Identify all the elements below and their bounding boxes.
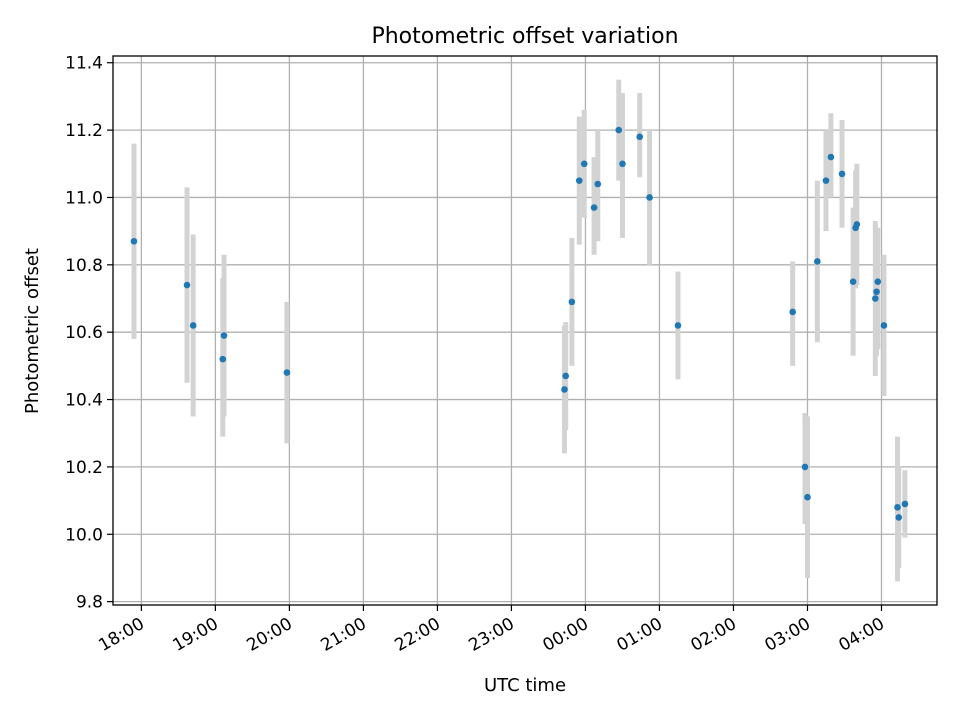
data-point <box>872 295 879 302</box>
data-point <box>590 204 598 211</box>
data-point <box>849 278 857 285</box>
data-points <box>130 126 909 521</box>
y-tick-label: 11.0 <box>65 188 103 208</box>
y-tick-label: 10.6 <box>65 323 103 343</box>
data-point <box>283 369 291 376</box>
y-tick-label: 10.0 <box>65 525 103 545</box>
data-point <box>838 170 846 178</box>
x-axis-label: UTC time <box>484 675 566 696</box>
data-point <box>814 258 821 265</box>
data-point <box>219 355 227 363</box>
data-point <box>594 180 602 188</box>
data-point <box>827 153 835 161</box>
data-point <box>183 281 191 289</box>
data-point <box>580 160 588 168</box>
data-point <box>789 308 796 316</box>
data-point <box>804 493 811 501</box>
data-point <box>874 278 882 285</box>
y-tick-label: 9.8 <box>76 593 103 613</box>
grid-lines <box>113 56 937 605</box>
data-point <box>822 177 830 184</box>
y-tick-label: 10.4 <box>65 391 103 411</box>
data-point <box>636 133 644 141</box>
data-point <box>674 322 682 329</box>
data-point <box>220 332 228 339</box>
data-point <box>130 237 138 245</box>
data-point <box>568 298 576 306</box>
y-tick-label: 10.8 <box>65 256 103 276</box>
data-point <box>853 221 861 228</box>
data-point <box>873 288 880 296</box>
y-tick-label: 11.2 <box>65 121 103 141</box>
data-point <box>646 194 653 201</box>
data-point <box>801 463 809 471</box>
y-axis-ticks: 9.8 10.0 10.2 10.4 10.6 10.8 11.0 11.2 11.4 <box>65 54 113 613</box>
data-point <box>880 322 888 329</box>
data-point <box>561 386 568 393</box>
data-point <box>575 177 583 184</box>
y-tick-label: 11.4 <box>65 54 103 74</box>
data-point <box>895 514 903 521</box>
data-point <box>189 322 197 329</box>
y-tick-label: 10.2 <box>65 458 103 478</box>
data-point <box>901 500 909 508</box>
chart-title: Photometric offset variation <box>371 24 678 49</box>
data-point <box>562 372 570 380</box>
y-axis-label: Photometric offset <box>22 248 43 414</box>
data-point <box>619 160 626 168</box>
plot-frame <box>112 55 938 606</box>
data-point <box>615 126 623 134</box>
data-point <box>894 504 901 511</box>
